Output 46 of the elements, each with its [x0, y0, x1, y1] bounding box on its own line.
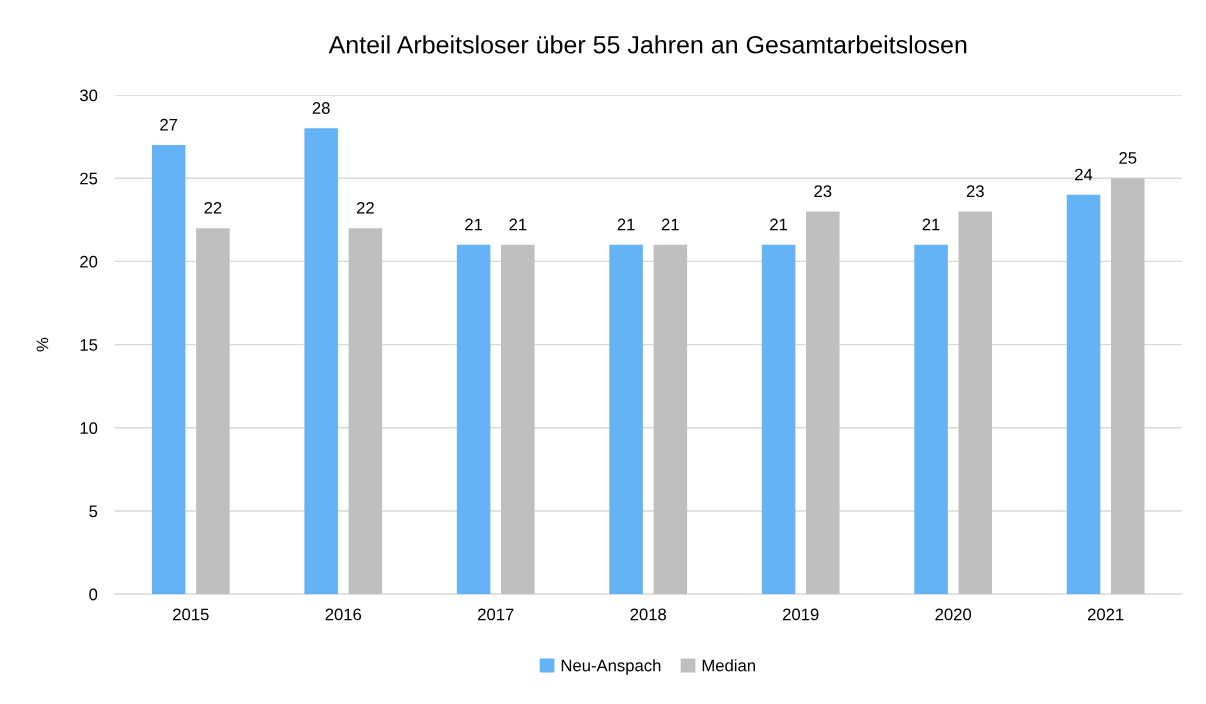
bar	[196, 228, 230, 595]
bar	[304, 128, 338, 595]
x-tick-label: 2015	[173, 608, 209, 621]
data-label: 21	[770, 218, 788, 231]
x-tick-label: 2017	[478, 608, 514, 621]
legend-label: Neu-Anspach	[561, 659, 661, 675]
x-tick-label: 2021	[1087, 608, 1124, 621]
x-tick-label: 2016	[325, 608, 362, 621]
bar	[806, 211, 840, 595]
bar	[1110, 178, 1145, 595]
data-label: 21	[617, 218, 635, 231]
bar	[151, 144, 186, 595]
data-label: 21	[922, 218, 940, 231]
y-tick-label: 5	[89, 505, 98, 518]
x-tick-label: 2020	[935, 608, 972, 621]
y-axis-title: %	[36, 337, 49, 352]
chart-title: Anteil Arbeitsloser über 55 Jahren an Gesamtarbeitslosen	[328, 35, 967, 54]
y-tick-label: 15	[80, 339, 98, 351]
bar	[653, 244, 688, 595]
data-label: 21	[465, 218, 483, 231]
x-tick-label: 2019	[783, 608, 819, 621]
data-label: 23	[966, 185, 984, 198]
x-tick-label: 2018	[630, 608, 667, 621]
legend-label: Median	[702, 659, 755, 672]
y-tick-label: 10	[80, 422, 98, 434]
bar	[501, 244, 535, 595]
data-label: 22	[204, 201, 222, 214]
data-label: 28	[312, 102, 330, 114]
bar	[348, 228, 383, 595]
data-label: 27	[160, 118, 178, 131]
data-label: 24	[1075, 168, 1093, 181]
bar	[958, 211, 993, 595]
data-label: 22	[356, 201, 374, 214]
y-tick-label: 20	[80, 255, 98, 268]
y-tick-label: 25	[80, 172, 98, 185]
bar	[1066, 194, 1101, 595]
y-tick-label: 30	[80, 89, 98, 102]
data-label: 25	[1119, 152, 1137, 164]
data-label: 21	[509, 218, 527, 231]
bar	[761, 244, 796, 595]
data-label: 21	[661, 218, 679, 231]
data-label: 23	[814, 185, 832, 198]
bar	[456, 244, 491, 595]
y-tick-label: 0	[89, 588, 98, 601]
bar	[914, 244, 948, 595]
bar	[609, 244, 643, 595]
